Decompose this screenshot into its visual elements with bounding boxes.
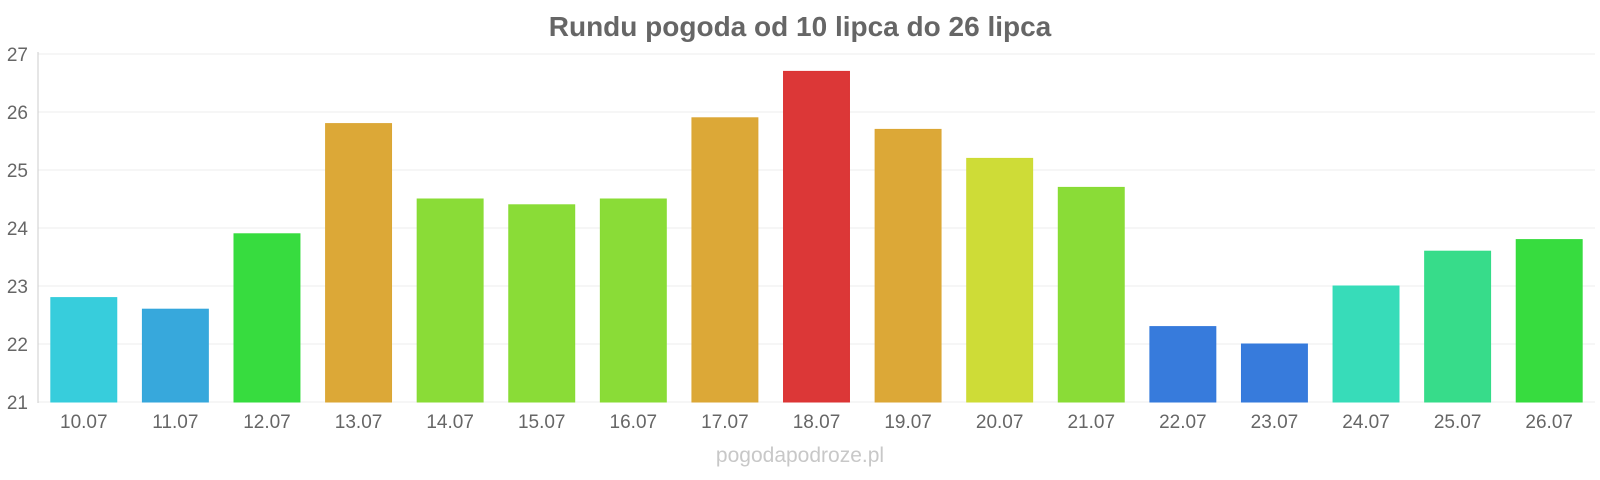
x-tick-label: 13.07 <box>335 412 383 433</box>
x-tick-label: 20.07 <box>976 412 1024 433</box>
bar[interactable] <box>691 117 759 403</box>
bar[interactable] <box>141 308 209 403</box>
bar[interactable] <box>416 198 484 403</box>
x-tick-label: 24.07 <box>1342 412 1390 433</box>
x-tick-label: 19.07 <box>884 412 932 433</box>
bar[interactable] <box>508 204 576 403</box>
bar[interactable] <box>1057 186 1125 403</box>
bar[interactable] <box>874 128 942 403</box>
bar[interactable] <box>1424 250 1492 403</box>
y-tick-label: 25 <box>7 161 28 182</box>
x-tick-label: 25.07 <box>1434 412 1482 433</box>
bar[interactable] <box>1149 326 1217 403</box>
x-tick-label: 11.07 <box>152 412 198 433</box>
y-tick-label: 24 <box>7 219 29 240</box>
bars <box>50 70 1583 403</box>
watermark-text: pogodapodroze.pl <box>716 444 884 467</box>
x-tick-label: 16.07 <box>610 412 658 433</box>
x-tick-label: 12.07 <box>243 412 291 433</box>
bar[interactable] <box>50 297 118 403</box>
y-axis-ticks: 21 22 23 24 25 26 27 <box>7 45 29 414</box>
bar[interactable] <box>1515 239 1583 403</box>
x-tick-label: 17.07 <box>701 412 749 433</box>
x-tick-label: 10.07 <box>60 412 108 433</box>
chart-title: Rundu pogoda od 10 lipca do 26 lipca <box>549 11 1052 42</box>
bar[interactable] <box>1332 285 1400 403</box>
x-tick-label: 18.07 <box>793 412 841 433</box>
x-tick-label: 22.07 <box>1159 412 1207 433</box>
y-tick-label: 22 <box>7 335 28 356</box>
bar[interactable] <box>233 233 301 403</box>
bar[interactable] <box>325 123 393 403</box>
x-tick-label: 26.07 <box>1525 412 1573 433</box>
x-tick-label: 23.07 <box>1251 412 1299 433</box>
bar[interactable] <box>1240 343 1308 403</box>
y-tick-label: 23 <box>7 277 28 298</box>
x-axis-ticks: 10.07 11.07 12.07 13.07 14.07 15.07 16.07 17.07… <box>60 412 1573 433</box>
bar[interactable] <box>966 157 1034 403</box>
bar[interactable] <box>783 70 850 403</box>
x-tick-label: 14.07 <box>426 412 474 433</box>
y-tick-label: 26 <box>7 103 28 124</box>
x-tick-label: 15.07 <box>518 412 566 433</box>
y-tick-label: 27 <box>7 45 28 66</box>
bar[interactable] <box>599 198 667 403</box>
y-tick-label: 21 <box>7 393 28 414</box>
x-tick-label: 21.07 <box>1067 412 1115 433</box>
